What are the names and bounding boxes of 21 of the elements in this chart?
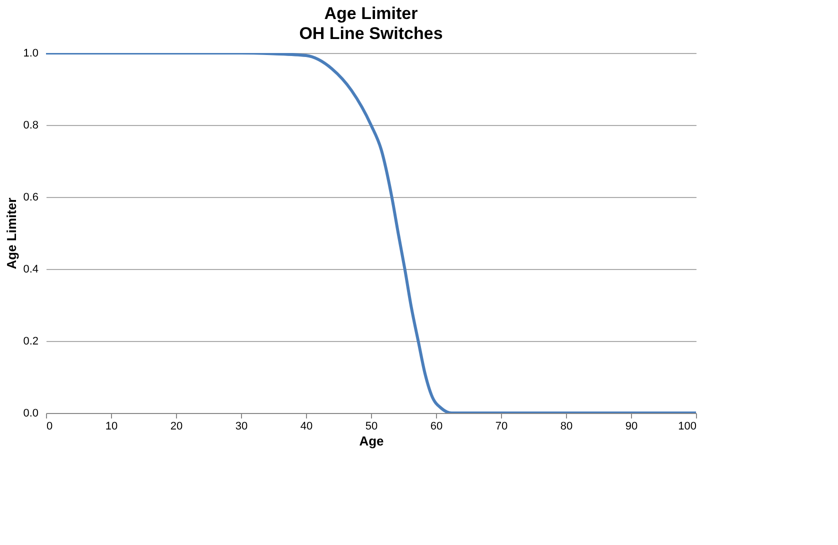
x-tick-label: 10 <box>105 420 118 432</box>
x-tick-label: 0 <box>46 420 53 432</box>
y-tick-label: 0.6 <box>23 192 38 204</box>
x-tick-label: 60 <box>430 420 443 432</box>
x-tick-label: 30 <box>235 420 248 432</box>
chart-subtitle: OH Line Switches <box>299 24 443 43</box>
x-tick-label: 80 <box>560 420 573 432</box>
y-tick-label: 1.0 <box>23 48 38 60</box>
y-tick-label: 0.4 <box>23 264 38 276</box>
y-tick-label: 0.8 <box>23 120 38 132</box>
x-tick-label: 50 <box>365 420 378 432</box>
x-tick-label: 20 <box>170 420 183 432</box>
x-tick-label: 70 <box>495 420 508 432</box>
chart-title: Age Limiter <box>324 4 418 23</box>
y-tick-label: 0.0 <box>23 408 38 420</box>
x-tick-label: 40 <box>300 420 313 432</box>
x-axis-title: Age <box>359 434 384 448</box>
x-tick-label: 90 <box>625 420 638 432</box>
y-tick-label: 0.2 <box>23 336 38 348</box>
y-axis-title: Age Limiter <box>4 198 20 270</box>
x-tick-label: 100 <box>678 420 696 432</box>
